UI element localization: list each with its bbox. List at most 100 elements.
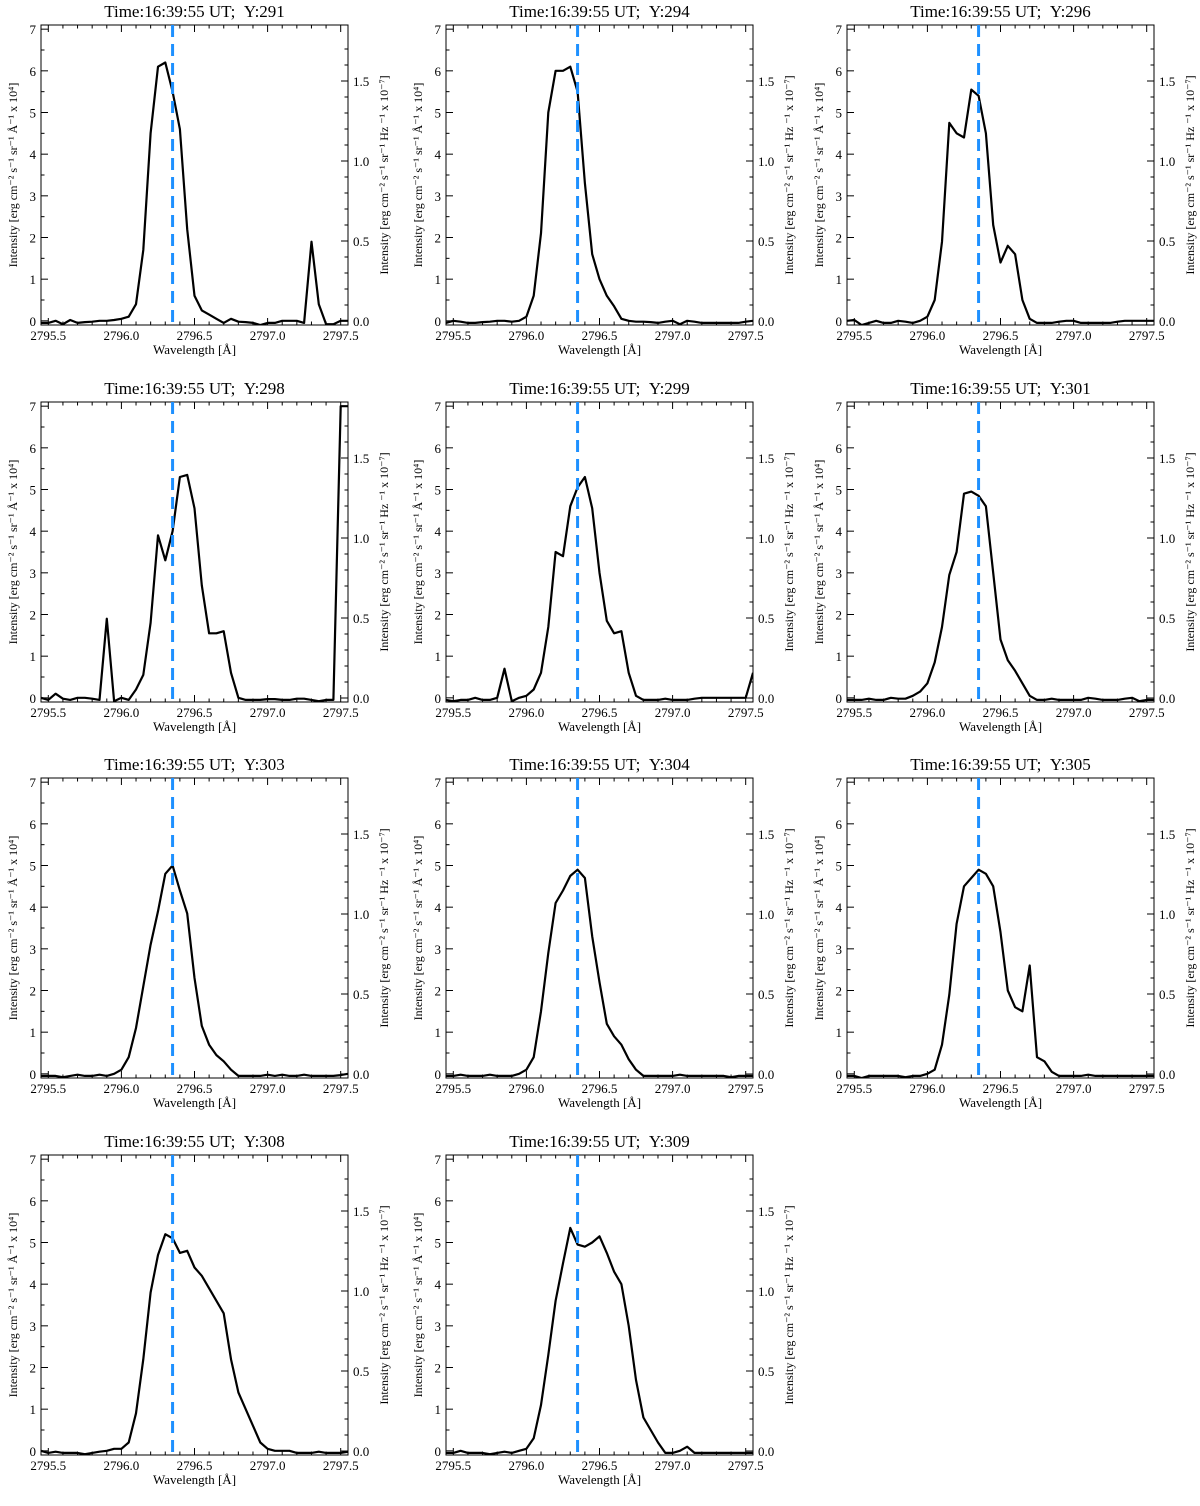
y-tick-label: 5 <box>435 483 442 498</box>
spectrum-panel-y303: Time:16:39:55 UT; Y:303 2795.5 2796.0 2796.… <box>6 755 391 1110</box>
y-right-tick-label: 1.5 <box>353 451 369 466</box>
x-tick-label: 2796.5 <box>177 1458 213 1473</box>
x-tick-label: 2795.5 <box>435 1081 471 1096</box>
y-right-tick-label: 0.5 <box>1159 234 1175 249</box>
y-axis-label-left: Intensity [erg cm⁻² s⁻¹ sr⁻¹ Å⁻¹ x 10⁴] <box>6 836 20 1021</box>
x-tick-label: 2796.5 <box>983 328 1019 343</box>
y-right-tick-label: 0.5 <box>1159 611 1175 626</box>
x-tick-label: 2796.0 <box>509 1081 545 1096</box>
y-tick-label: 1 <box>836 272 843 287</box>
y-tick-label: 3 <box>836 189 843 204</box>
y-tick-label: 4 <box>435 900 442 915</box>
x-tick-label: 2795.5 <box>30 1458 66 1473</box>
y-right-tick-label: 1.0 <box>758 1284 774 1299</box>
plot-frame <box>40 401 349 703</box>
y-axis-label-left: Intensity [erg cm⁻² s⁻¹ sr⁻¹ Å⁻¹ x 10⁴] <box>6 460 20 645</box>
spectrum-line <box>41 864 348 1078</box>
panel-title: Time:16:39:55 UT; Y:303 <box>104 755 285 774</box>
panel-title: Time:16:39:55 UT; Y:296 <box>910 2 1091 21</box>
x-tick-label: 2795.5 <box>435 1458 471 1473</box>
y-right-tick-label: 1.5 <box>353 74 369 89</box>
y-tick-label: 2 <box>836 231 843 246</box>
y-tick-label: 6 <box>836 64 843 79</box>
x-tick-label: 2796.0 <box>104 1081 140 1096</box>
y-tick-label: 4 <box>435 1277 442 1292</box>
x-tick-label: 2796.5 <box>177 705 213 720</box>
y-tick-label: 2 <box>435 608 442 623</box>
x-tick-label: 2796.5 <box>582 328 618 343</box>
y-right-tick-label: 1.0 <box>1159 907 1175 922</box>
y-tick-label: 5 <box>30 859 37 874</box>
y-tick-label: 2 <box>30 608 37 623</box>
y-right-tick-label: 0.0 <box>758 1067 774 1082</box>
y-tick-label: 7 <box>30 775 37 790</box>
y-tick-label: 5 <box>435 106 442 121</box>
y-axis-label-left: Intensity [erg cm⁻² s⁻¹ sr⁻¹ Å⁻¹ x 10⁴] <box>812 836 826 1021</box>
y-axis-label-right: Intensity [erg cm⁻² s⁻¹ sr⁻¹ Hz ⁻¹ x 10⁻… <box>1183 452 1197 651</box>
x-tick-label: 2796.5 <box>582 1081 618 1096</box>
y-tick-label: 4 <box>30 524 37 539</box>
y-right-tick-label: 0.5 <box>758 611 774 626</box>
y-right-tick-label: 1.0 <box>1159 154 1175 169</box>
spectrum-panel-y301: Time:16:39:55 UT; Y:301 2795.5 2796.0 2796.… <box>812 379 1197 734</box>
y-right-tick-label: 1.0 <box>758 154 774 169</box>
y-right-tick-label: 1.5 <box>353 1204 369 1219</box>
x-tick-label: 2797.5 <box>323 1458 359 1473</box>
x-tick-label: 2797.0 <box>250 1458 286 1473</box>
spectrum-line <box>446 475 753 702</box>
x-tick-label: 2797.5 <box>323 328 359 343</box>
y-tick-label: 2 <box>836 608 843 623</box>
y-tick-label: 4 <box>836 524 843 539</box>
spectrum-line <box>41 405 348 702</box>
y-axis-label-right: Intensity [erg cm⁻² s⁻¹ sr⁻¹ Hz ⁻¹ x 10⁻… <box>782 828 796 1027</box>
y-tick-label: 0 <box>30 1444 37 1459</box>
y-right-tick-label: 1.5 <box>758 74 774 89</box>
x-tick-label: 2796.0 <box>910 328 946 343</box>
y-right-tick-label: 0.0 <box>353 1444 369 1459</box>
x-tick-label: 2796.0 <box>104 1458 140 1473</box>
spectrum-line <box>446 65 753 325</box>
y-tick-label: 2 <box>30 231 37 246</box>
plot-frame <box>40 24 349 326</box>
y-right-tick-label: 1.5 <box>1159 451 1175 466</box>
y-tick-label: 5 <box>30 106 37 121</box>
y-right-tick-label: 1.0 <box>758 531 774 546</box>
y-tick-label: 3 <box>435 189 442 204</box>
x-tick-label: 2796.0 <box>509 705 545 720</box>
y-tick-label: 7 <box>30 1152 37 1167</box>
x-tick-label: 2795.5 <box>30 1081 66 1096</box>
y-right-tick-label: 0.0 <box>758 1444 774 1459</box>
plot-frame <box>445 1154 754 1456</box>
plot-frame <box>40 777 349 1079</box>
y-tick-label: 4 <box>30 147 37 162</box>
panel-title: Time:16:39:55 UT; Y:308 <box>104 1132 285 1151</box>
y-axis-label-right: Intensity [erg cm⁻² s⁻¹ sr⁻¹ Hz ⁻¹ x 10⁻… <box>377 75 391 274</box>
x-tick-label: 2795.5 <box>435 705 471 720</box>
x-tick-label: 2797.0 <box>1056 328 1092 343</box>
y-tick-label: 3 <box>30 189 37 204</box>
y-tick-label: 5 <box>836 859 843 874</box>
spectrum-panel-y308: Time:16:39:55 UT; Y:308 2795.5 2796.0 2796.… <box>6 1132 391 1487</box>
spectrum-panel-y304: Time:16:39:55 UT; Y:304 2795.5 2796.0 2796.… <box>411 755 796 1110</box>
y-right-tick-label: 0.0 <box>353 314 369 329</box>
y-axis-label-left: Intensity [erg cm⁻² s⁻¹ sr⁻¹ Å⁻¹ x 10⁴] <box>411 1213 425 1398</box>
x-axis-label: Wavelength [Å] <box>558 719 641 734</box>
y-right-tick-label: 1.0 <box>353 907 369 922</box>
y-right-tick-label: 1.5 <box>353 827 369 842</box>
y-tick-label: 6 <box>435 441 442 456</box>
x-tick-label: 2797.0 <box>655 328 691 343</box>
spectrum-line <box>847 88 1154 325</box>
y-tick-label: 6 <box>30 64 37 79</box>
y-tick-label: 2 <box>836 984 843 999</box>
y-tick-label: 3 <box>435 1319 442 1334</box>
y-right-tick-label: 0.0 <box>758 691 774 706</box>
x-tick-label: 2795.5 <box>30 705 66 720</box>
x-tick-label: 2797.5 <box>1129 328 1165 343</box>
y-axis-label-right: Intensity [erg cm⁻² s⁻¹ sr⁻¹ Hz ⁻¹ x 10⁻… <box>377 828 391 1027</box>
y-axis-label-right: Intensity [erg cm⁻² s⁻¹ sr⁻¹ Hz ⁻¹ x 10⁻… <box>782 1205 796 1404</box>
y-tick-label: 4 <box>836 900 843 915</box>
y-tick-label: 5 <box>30 1236 37 1251</box>
y-right-tick-label: 0.5 <box>353 1364 369 1379</box>
y-tick-label: 3 <box>30 566 37 581</box>
spectrum-line <box>446 1226 753 1455</box>
